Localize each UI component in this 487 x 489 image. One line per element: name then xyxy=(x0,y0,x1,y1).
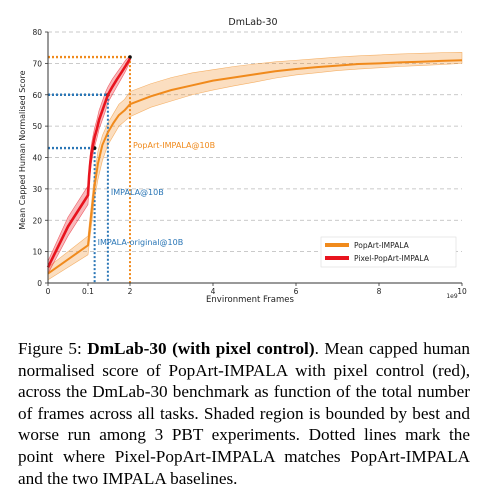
legend-box xyxy=(320,236,457,268)
x-tick-label: 8 xyxy=(377,287,382,296)
y-tick-label: 20 xyxy=(32,216,42,225)
series-line-popart-impala xyxy=(47,59,463,275)
x-tick-label: 6 xyxy=(294,287,299,296)
y-axis-label: Mean Capped Human Normalised Score xyxy=(18,70,27,229)
y-tick-label: 10 xyxy=(32,248,42,257)
y-tick-label: 40 xyxy=(32,154,42,163)
series-line-pixel-popart-impala xyxy=(46,58,132,268)
legend-label: Pixel-PopArt-IMPALA xyxy=(354,254,430,263)
x-axis-label: Environment Frames xyxy=(206,295,294,305)
chart: 0 10 20 30 40 50 60 70 80 0 0.1 2 4 6 8 10 PopArt-IMPAL… xyxy=(18,17,467,305)
caption-prefix: Figure 5: xyxy=(18,339,88,358)
y-tick-label: 80 xyxy=(32,28,42,37)
x-tick-label: 4 xyxy=(211,287,216,296)
annotation-label: IMPALA@10B xyxy=(111,188,164,197)
caption-bold: DmLab-30 (with pixel control) xyxy=(87,339,315,358)
x-tick-label: 0.1 xyxy=(82,287,94,296)
y-tick-label: 30 xyxy=(32,185,42,194)
x-tick-label: 2 xyxy=(128,287,133,296)
annotation-label: IMPALA-original@10B xyxy=(98,238,184,247)
y-tick-label: 60 xyxy=(32,91,42,100)
y-tick-label: 0 xyxy=(37,279,42,288)
figure-caption: Figure 5: DmLab-30 (with pixel control).… xyxy=(18,338,470,489)
annotation-point xyxy=(128,55,132,59)
x-axis-exponent: 1e9 xyxy=(446,293,458,300)
y-tick-label: 50 xyxy=(32,122,42,131)
band-popart-impala xyxy=(47,52,463,281)
x-tick-label: 10 xyxy=(457,287,467,296)
legend-label: PopArt-IMPALA xyxy=(354,241,410,250)
annotation-label: PopArt-IMPALA@10B xyxy=(133,141,215,150)
caption-rest: . Mean capped human normalised score of … xyxy=(18,339,470,488)
y-tick-label: 70 xyxy=(32,59,42,68)
chart-title: DmLab-30 xyxy=(228,17,277,28)
x-tick-label: 0 xyxy=(46,287,51,296)
